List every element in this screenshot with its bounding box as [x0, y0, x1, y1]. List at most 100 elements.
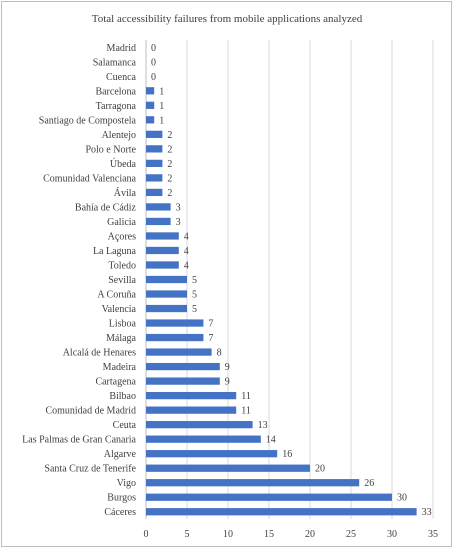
- bar: [146, 87, 155, 95]
- data-label: 7: [208, 319, 213, 330]
- bar: [146, 275, 187, 284]
- data-label: 4: [184, 246, 189, 257]
- bar: [146, 406, 237, 414]
- data-label: 9: [225, 362, 230, 373]
- category-label: Cartagena: [95, 377, 136, 388]
- data-label: 0: [151, 57, 156, 68]
- category-label: Las Palmas de Gran Canaria: [22, 435, 136, 446]
- category-label: Ceuta: [113, 420, 137, 431]
- data-label: 1: [159, 101, 164, 112]
- bar: [146, 159, 163, 168]
- category-label: Bahía de Cádiz: [75, 202, 137, 213]
- category-label: Comunidad de Madrid: [45, 406, 136, 417]
- bar: [146, 203, 171, 211]
- category-label: Santa Cruz de Tenerife: [44, 464, 136, 475]
- bar: [146, 333, 204, 342]
- x-tick-label: 30: [387, 529, 397, 540]
- category-label: Cuenca: [106, 72, 137, 83]
- bar: [146, 493, 392, 501]
- category-label: Lisboa: [109, 319, 137, 330]
- bars: [146, 87, 417, 516]
- category-label: Valencia: [102, 304, 137, 315]
- bar: [146, 246, 179, 255]
- data-label: 2: [167, 173, 172, 184]
- data-label: 8: [217, 348, 222, 359]
- bar: [146, 435, 261, 443]
- data-label: 9: [225, 377, 230, 388]
- data-label: 0: [151, 43, 156, 54]
- data-label: 7: [208, 333, 213, 344]
- bar: [146, 130, 163, 138]
- bar: [146, 290, 187, 298]
- data-label: 13: [258, 420, 268, 431]
- data-label: 0: [151, 72, 156, 83]
- data-label: 4: [184, 260, 189, 271]
- bar: [146, 377, 220, 385]
- bar: [146, 362, 220, 371]
- bar: [146, 464, 310, 472]
- data-label: 33: [422, 507, 432, 518]
- category-label: Santiago de Compostela: [39, 115, 137, 126]
- bar: [146, 101, 155, 109]
- data-label: 2: [167, 130, 172, 141]
- bar: [146, 421, 253, 429]
- data-label: 11: [241, 391, 251, 402]
- bar: [146, 450, 278, 458]
- category-label: Comunidad Valenciana: [43, 173, 136, 184]
- x-tick-label: 25: [346, 529, 356, 540]
- data-label: 2: [167, 144, 172, 155]
- bar: [146, 145, 163, 153]
- data-label: 30: [397, 493, 407, 504]
- bar: [146, 479, 360, 487]
- x-tick-label: 20: [305, 529, 315, 540]
- bar: [146, 232, 179, 240]
- x-tick-label: 35: [428, 529, 438, 540]
- value-labels: 0001112222233444555778991111131416202630…: [151, 43, 432, 518]
- category-label: Burgos: [107, 493, 136, 504]
- bar: [146, 217, 171, 226]
- bar: [146, 261, 179, 269]
- category-label: Sevilla: [108, 275, 136, 286]
- category-label: Tarragona: [96, 101, 137, 112]
- x-tick-label: 15: [264, 529, 274, 540]
- bar: [146, 508, 417, 516]
- category-label: Barcelona: [95, 86, 136, 97]
- x-tick-label: 0: [144, 529, 149, 540]
- data-label: 1: [159, 115, 164, 126]
- bar: [146, 304, 187, 313]
- x-axis-ticks: 0 5 10 15 20 25 30 35: [144, 529, 439, 540]
- category-label: Galicia: [107, 217, 136, 228]
- category-label: Cáceres: [104, 507, 136, 518]
- data-label: 20: [315, 464, 325, 475]
- data-label: 1: [159, 86, 164, 97]
- category-labels: Madrid Salamanca Cuenca Barcelona Tarragona S…: [22, 43, 136, 518]
- category-label: Toledo: [108, 260, 136, 271]
- data-label: 5: [192, 275, 197, 286]
- category-label: Bilbao: [109, 391, 136, 402]
- data-label: 26: [364, 478, 374, 489]
- data-label: 3: [176, 217, 181, 228]
- x-tick-label: 5: [185, 529, 190, 540]
- category-label: Alcalá de Henares: [63, 348, 136, 359]
- bar: [146, 188, 163, 197]
- category-label: La Laguna: [93, 246, 137, 257]
- bar: [146, 116, 155, 124]
- bar: [146, 319, 204, 327]
- data-label: 5: [192, 290, 197, 301]
- data-label: 2: [167, 188, 172, 199]
- data-label: 14: [266, 435, 276, 446]
- data-label: 5: [192, 304, 197, 315]
- data-label: 3: [176, 202, 181, 213]
- category-label: Açores: [108, 231, 136, 242]
- x-tick-label: 10: [223, 529, 233, 540]
- data-label: 4: [184, 231, 189, 242]
- category-label: Madeira: [103, 362, 137, 373]
- category-label: Polo e Norte: [85, 144, 136, 155]
- bar: [146, 348, 212, 356]
- data-label: 16: [282, 449, 292, 460]
- category-label: Ávila: [114, 187, 137, 199]
- grid-lines: [145, 40, 434, 519]
- bar: [146, 174, 163, 182]
- category-label: Málaga: [106, 333, 137, 344]
